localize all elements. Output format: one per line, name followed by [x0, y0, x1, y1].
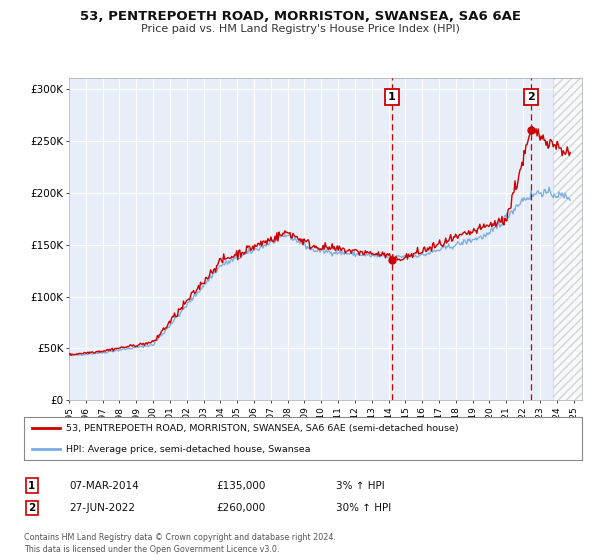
Text: 1: 1 [388, 92, 395, 102]
Text: Price paid vs. HM Land Registry's House Price Index (HPI): Price paid vs. HM Land Registry's House … [140, 24, 460, 34]
Text: 2: 2 [28, 503, 35, 513]
Text: 53, PENTREPOETH ROAD, MORRISTON, SWANSEA, SA6 6AE (semi-detached house): 53, PENTREPOETH ROAD, MORRISTON, SWANSEA… [66, 424, 458, 433]
Text: 53, PENTREPOETH ROAD, MORRISTON, SWANSEA, SA6 6AE: 53, PENTREPOETH ROAD, MORRISTON, SWANSEA… [79, 10, 521, 23]
Text: 1: 1 [28, 480, 35, 491]
Text: £135,000: £135,000 [216, 480, 265, 491]
Text: 3% ↑ HPI: 3% ↑ HPI [336, 480, 385, 491]
Text: 2: 2 [527, 92, 535, 102]
Text: Contains HM Land Registry data © Crown copyright and database right 2024.
This d: Contains HM Land Registry data © Crown c… [24, 533, 336, 554]
Text: HPI: Average price, semi-detached house, Swansea: HPI: Average price, semi-detached house,… [66, 445, 310, 454]
Text: 27-JUN-2022: 27-JUN-2022 [69, 503, 135, 513]
Text: 07-MAR-2014: 07-MAR-2014 [69, 480, 139, 491]
Text: 30% ↑ HPI: 30% ↑ HPI [336, 503, 391, 513]
Text: £260,000: £260,000 [216, 503, 265, 513]
